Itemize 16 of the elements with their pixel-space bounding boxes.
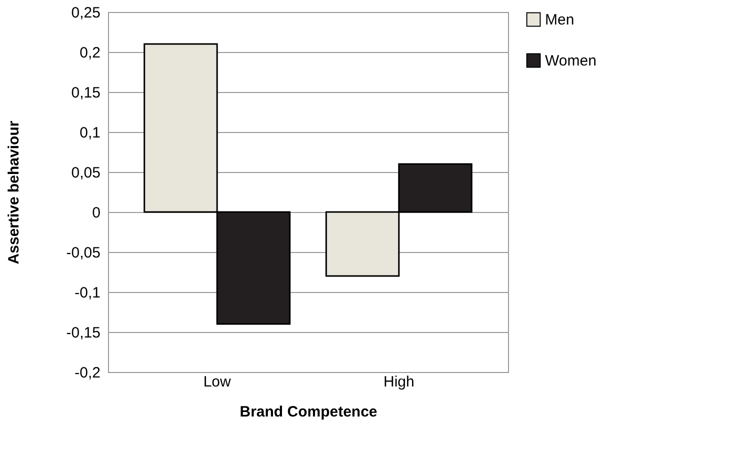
y-tick-label: -0,15: [66, 324, 100, 342]
y-tick-label: 0,15: [71, 84, 100, 102]
y-tick-label: 0: [92, 204, 100, 222]
x-axis-title: Brand Competence: [240, 404, 378, 420]
x-tick-label: Low: [203, 374, 232, 390]
legend-label: Men: [545, 12, 574, 28]
y-tick-label: -0,2: [74, 364, 100, 382]
legend-label: Women: [545, 52, 596, 70]
y-tick-label: -0,05: [66, 244, 100, 262]
x-tick-label: High: [383, 374, 414, 390]
y-tick-label: 0,05: [71, 164, 100, 182]
y-axis-title: Assertive behaviour: [5, 120, 22, 264]
y-tick-label: 0,25: [71, 4, 100, 22]
y-tick-label: 0,2: [80, 44, 100, 62]
y-tick-label: -0,1: [74, 284, 100, 302]
y-tick-label: 0,1: [80, 124, 100, 142]
